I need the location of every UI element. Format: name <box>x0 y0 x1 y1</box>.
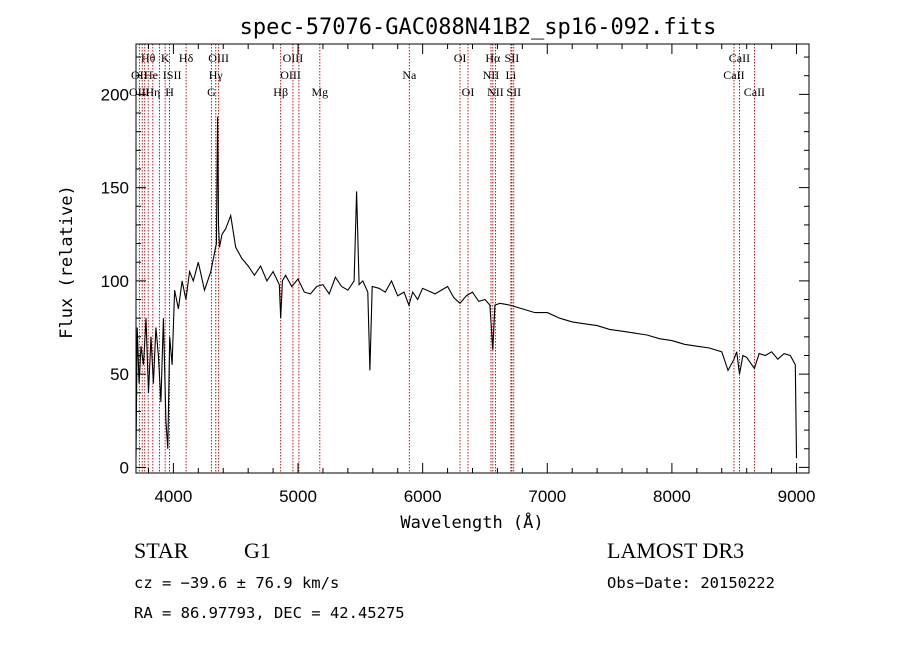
spectrum-line <box>135 116 798 459</box>
y-tick-label: 150 <box>101 179 129 198</box>
line-label: Li <box>506 68 517 82</box>
line-label: Na <box>402 68 417 82</box>
line-label: OIII <box>283 51 304 65</box>
line-label: CaII <box>723 68 744 82</box>
line-label: NII <box>483 68 500 82</box>
line-label: K <box>161 51 170 65</box>
y-axis-label: Flux (relative) <box>57 185 77 339</box>
line-label: SII <box>505 51 520 65</box>
x-tick-label: 9000 <box>778 487 816 506</box>
line-label: Hγ <box>209 68 224 82</box>
y-tick-label: 50 <box>110 365 129 384</box>
line-label: OII <box>131 68 148 82</box>
line-label: Hβ <box>273 85 288 99</box>
line-label: CaII <box>744 85 765 99</box>
line-label: Hη <box>145 85 160 99</box>
line-label: G <box>207 85 216 99</box>
line-label: Hα <box>485 51 501 65</box>
line-labels-group: Hθ OII OIII He Hη K H ISII Hδ OIII Hγ G OIII OIII Hβ Mg… <box>129 51 765 99</box>
line-label: OIII <box>208 51 229 65</box>
y-tick-label: 200 <box>101 85 129 104</box>
line-label: OI <box>462 85 475 99</box>
line-label: SII <box>506 85 521 99</box>
survey-name: LAMOST DR3 <box>607 538 745 563</box>
y-axis-ticks: 0 50 100 150 200 <box>101 56 809 477</box>
x-tick-label: 6000 <box>404 487 442 506</box>
line-markers-group <box>138 44 755 473</box>
line-label: Hδ <box>179 51 194 65</box>
line-label: H <box>165 85 174 99</box>
x-tick-label: 8000 <box>653 487 691 506</box>
line-label: CaII <box>729 51 750 65</box>
coordinates: RA = 86.97793, DEC = 42.45275 <box>134 604 405 622</box>
line-label: NII <box>487 85 504 99</box>
x-tick-label: 4000 <box>154 487 192 506</box>
x-axis-ticks: 4000 5000 6000 7000 8000 9000 <box>147 44 816 506</box>
line-label: He <box>144 68 158 82</box>
line-label: OIII <box>280 68 301 82</box>
line-label: ISII <box>163 68 182 82</box>
object-subclass: G1 <box>244 538 271 563</box>
line-label: OIII <box>129 85 150 99</box>
redshift-cz: cz = −39.6 ± 76.9 km/s <box>134 574 340 592</box>
line-label: OI <box>454 51 467 65</box>
y-tick-label: 0 <box>120 458 129 477</box>
x-tick-label: 5000 <box>279 487 317 506</box>
line-label: Hθ <box>141 51 156 65</box>
plot-frame <box>135 43 810 474</box>
x-tick-label: 7000 <box>528 487 566 506</box>
line-label: Mg <box>311 85 328 99</box>
observation-date: Obs−Date: 20150222 <box>607 574 775 592</box>
object-class: STAR <box>134 538 189 563</box>
x-axis-label: Wavelength (Å) <box>400 511 543 533</box>
chart-title: spec-57076-GAC088N41B2_sp16-092.fits <box>240 15 717 40</box>
y-tick-label: 100 <box>101 272 129 291</box>
